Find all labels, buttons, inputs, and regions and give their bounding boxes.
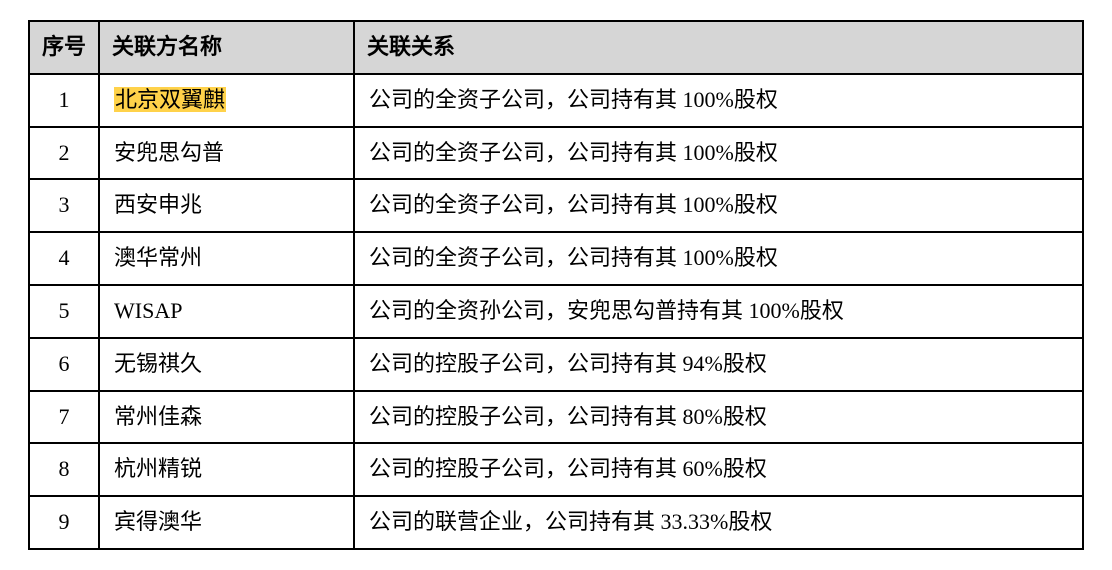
cell-name: 常州佳森 [99, 391, 354, 444]
table-row: 4澳华常州公司的全资子公司，公司持有其 100%股权 [29, 232, 1083, 285]
cell-relation: 公司的全资子公司，公司持有其 100%股权 [354, 232, 1083, 285]
cell-seq: 4 [29, 232, 99, 285]
table-row: 8杭州精锐公司的控股子公司，公司持有其 60%股权 [29, 443, 1083, 496]
cell-relation: 公司的全资子公司，公司持有其 100%股权 [354, 179, 1083, 232]
table-row: 7常州佳森公司的控股子公司，公司持有其 80%股权 [29, 391, 1083, 444]
cell-seq: 8 [29, 443, 99, 496]
col-header-relation: 关联关系 [354, 21, 1083, 74]
cell-seq: 3 [29, 179, 99, 232]
table-row: 5WISAP公司的全资孙公司，安兜思勾普持有其 100%股权 [29, 285, 1083, 338]
cell-seq: 9 [29, 496, 99, 549]
table-row: 2安兜思勾普公司的全资子公司，公司持有其 100%股权 [29, 127, 1083, 180]
cell-seq: 6 [29, 338, 99, 391]
cell-relation: 公司的全资孙公司，安兜思勾普持有其 100%股权 [354, 285, 1083, 338]
cell-name: 杭州精锐 [99, 443, 354, 496]
cell-seq: 2 [29, 127, 99, 180]
cell-name: 北京双翼麒 [99, 74, 354, 127]
cell-relation: 公司的控股子公司，公司持有其 94%股权 [354, 338, 1083, 391]
cell-name: 无锡祺久 [99, 338, 354, 391]
cell-relation: 公司的控股子公司，公司持有其 60%股权 [354, 443, 1083, 496]
related-parties-table: 序号 关联方名称 关联关系 1北京双翼麒公司的全资子公司，公司持有其 100%股… [28, 20, 1084, 550]
table-row: 1 北京双翼麒 公司的全资子公司，公司持有其 100%股权 [29, 74, 1083, 127]
cell-name: 宾得澳华 [99, 496, 354, 549]
table-row: 6无锡祺久公司的控股子公司，公司持有其 94%股权 [29, 338, 1083, 391]
highlighted-text: 北京双翼麒 [114, 87, 226, 112]
cell-relation: 公司的全资子公司，公司持有其 100%股权 [354, 74, 1083, 127]
table-row: 9宾得澳华公司的联营企业，公司持有其 33.33%股权 [29, 496, 1083, 549]
cell-seq: 7 [29, 391, 99, 444]
cell-relation: 公司的联营企业，公司持有其 33.33%股权 [354, 496, 1083, 549]
cell-relation: 公司的全资子公司，公司持有其 100%股权 [354, 127, 1083, 180]
cell-seq: 5 [29, 285, 99, 338]
table-row: 3西安申兆公司的全资子公司，公司持有其 100%股权 [29, 179, 1083, 232]
cell-relation: 公司的控股子公司，公司持有其 80%股权 [354, 391, 1083, 444]
cell-name: WISAP [99, 285, 354, 338]
cell-name: 澳华常州 [99, 232, 354, 285]
col-header-seq: 序号 [29, 21, 99, 74]
cell-name: 安兜思勾普 [99, 127, 354, 180]
cell-name: 西安申兆 [99, 179, 354, 232]
table-body: 1北京双翼麒公司的全资子公司，公司持有其 100%股权2安兜思勾普公司的全资子公… [29, 74, 1083, 549]
cell-seq: 1 [29, 74, 99, 127]
table-header-row: 序号 关联方名称 关联关系 [29, 21, 1083, 74]
col-header-name: 关联方名称 [99, 21, 354, 74]
